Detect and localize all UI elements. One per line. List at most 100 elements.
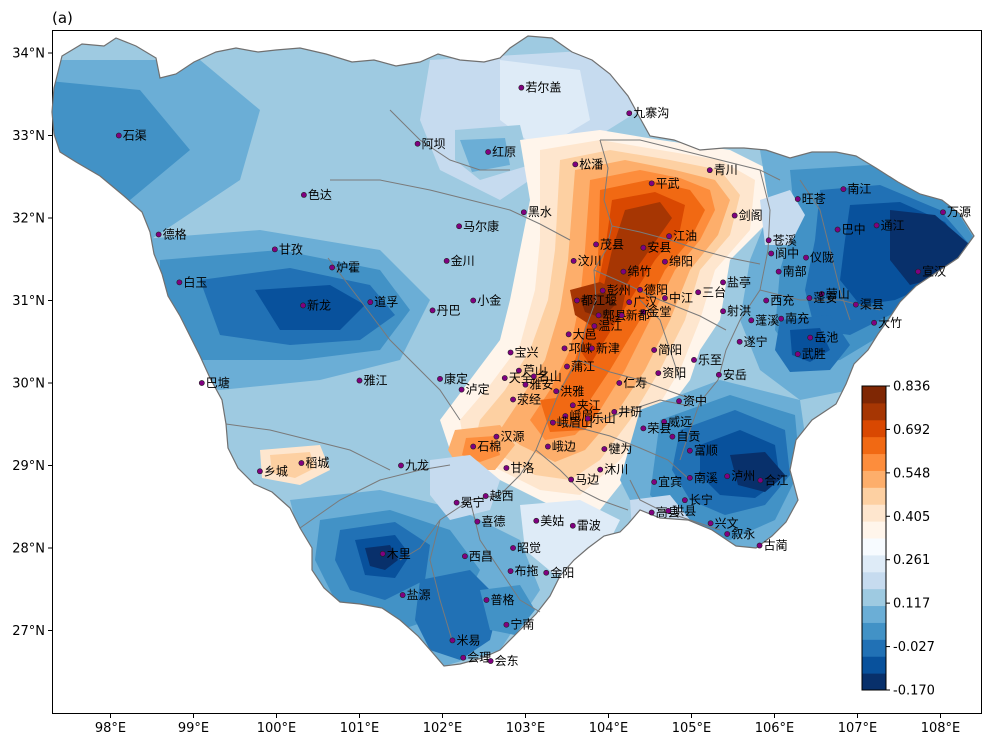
x-tick-label: 105°E bbox=[672, 721, 712, 736]
station-marker bbox=[834, 226, 841, 233]
station-label: 巴中 bbox=[842, 222, 866, 237]
station-marker bbox=[871, 319, 877, 326]
station-label: 资阳 bbox=[662, 366, 686, 380]
x-tick-label: 106°E bbox=[755, 721, 795, 736]
colorbar-segment bbox=[862, 605, 886, 623]
station-marker bbox=[565, 331, 572, 338]
station-marker bbox=[794, 351, 801, 358]
colorbar-segment bbox=[862, 571, 886, 590]
station-label: 大竹 bbox=[878, 316, 902, 330]
station-label: 遂宁 bbox=[744, 334, 768, 349]
station-label: 松潘 bbox=[579, 157, 603, 171]
x-tick-label: 99°E bbox=[178, 721, 209, 736]
station-marker bbox=[775, 268, 782, 275]
station-label: 自贡 bbox=[676, 430, 700, 444]
station-marker bbox=[651, 479, 658, 485]
station-label: 古蔺 bbox=[764, 538, 788, 553]
station-marker bbox=[569, 522, 576, 529]
colorbar-segment bbox=[862, 622, 886, 640]
station-label: 天全 bbox=[509, 370, 533, 385]
colorbar-segment bbox=[862, 521, 886, 539]
x-tick-label: 108°E bbox=[921, 721, 961, 736]
station-label: 彭州 bbox=[607, 284, 631, 298]
station-marker bbox=[599, 287, 606, 294]
station-marker bbox=[648, 180, 655, 187]
colorbar-segment bbox=[862, 504, 886, 522]
station-marker bbox=[356, 377, 363, 384]
station-label: 平武 bbox=[656, 176, 680, 190]
station-label: 石棉 bbox=[477, 440, 501, 454]
station-label: 汶川 bbox=[578, 253, 602, 268]
station-label: 越西 bbox=[490, 489, 514, 503]
colorbar-segment bbox=[862, 436, 886, 455]
station-label: 万源 bbox=[947, 205, 971, 219]
station-label: 米易 bbox=[456, 633, 480, 647]
station-marker bbox=[665, 507, 672, 514]
station-marker bbox=[198, 380, 205, 386]
station-marker bbox=[765, 237, 772, 244]
station-label: 木里 bbox=[387, 547, 411, 561]
colorbar-segment bbox=[862, 656, 886, 674]
station-marker bbox=[763, 297, 770, 304]
station-label: 美姑 bbox=[540, 514, 564, 528]
station-marker bbox=[510, 396, 516, 403]
station-label: 阿坝 bbox=[422, 137, 446, 151]
station-label: 西昌 bbox=[469, 549, 493, 563]
station-marker bbox=[462, 553, 468, 560]
station-marker bbox=[553, 388, 560, 395]
colorbar-segment bbox=[862, 588, 886, 607]
station-marker bbox=[640, 309, 647, 315]
station-marker bbox=[595, 312, 602, 319]
station-label: 雷波 bbox=[577, 519, 601, 533]
station-label: 南溪 bbox=[694, 470, 718, 485]
station-marker bbox=[724, 531, 731, 537]
province-outline bbox=[51, 35, 975, 667]
colorbar-segment bbox=[862, 470, 886, 488]
station-label: 金川 bbox=[451, 253, 475, 268]
station-marker bbox=[666, 233, 672, 240]
station-marker bbox=[584, 415, 591, 422]
station-marker bbox=[915, 268, 921, 275]
station-marker bbox=[852, 301, 859, 308]
colorbar-tick-label: -0.170 bbox=[893, 684, 935, 699]
colorbar-tick-label: 0.405 bbox=[893, 510, 930, 525]
station-label: 阆中 bbox=[775, 245, 799, 260]
station-marker bbox=[522, 381, 529, 388]
y-tick-label: 28°N bbox=[12, 542, 45, 557]
station-marker bbox=[483, 597, 490, 603]
station-marker bbox=[470, 297, 477, 304]
station-marker bbox=[518, 84, 525, 91]
station-label: 稻城 bbox=[305, 456, 329, 470]
station-label: 南充 bbox=[785, 311, 809, 326]
station-marker bbox=[686, 474, 693, 481]
station-label: 普格 bbox=[490, 592, 514, 607]
station-marker bbox=[626, 110, 633, 117]
station-marker bbox=[662, 258, 668, 265]
station-marker bbox=[756, 542, 763, 549]
station-marker bbox=[437, 375, 443, 382]
station-label: 荣县 bbox=[647, 421, 671, 435]
station-marker bbox=[545, 443, 551, 450]
station-marker bbox=[176, 279, 183, 286]
panel-label: (a) bbox=[52, 9, 73, 27]
station-label: 都江堰 bbox=[581, 294, 617, 308]
station-marker bbox=[256, 468, 263, 475]
colorbar-segment bbox=[862, 402, 886, 421]
station-marker bbox=[271, 246, 278, 253]
station-label: 炉霍 bbox=[336, 261, 360, 275]
station-label: 绵阳 bbox=[669, 255, 693, 269]
station-marker bbox=[515, 367, 522, 374]
station-marker bbox=[155, 231, 162, 238]
station-label: 合江 bbox=[764, 472, 788, 487]
station-marker bbox=[414, 140, 421, 147]
station-marker bbox=[661, 418, 668, 425]
station-marker bbox=[601, 446, 608, 452]
station-label: 蓬溪 bbox=[755, 313, 779, 327]
station-label: 射洪 bbox=[727, 303, 751, 318]
station-marker bbox=[731, 212, 738, 219]
station-marker bbox=[329, 264, 336, 271]
station-label: 小金 bbox=[477, 293, 501, 308]
station-label: 安岳 bbox=[723, 367, 747, 382]
x-tick-label: 104°E bbox=[589, 721, 629, 736]
station-label: 新津 bbox=[596, 340, 620, 355]
